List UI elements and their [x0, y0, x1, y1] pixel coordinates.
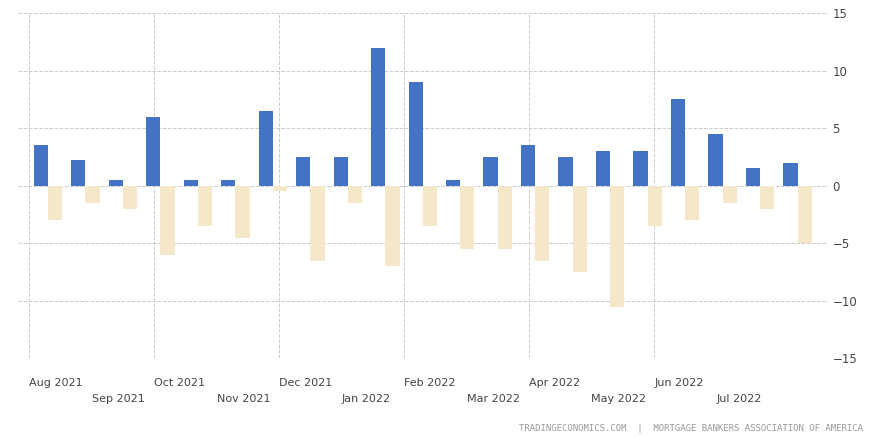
Bar	[235, 186, 249, 238]
Bar	[296, 157, 311, 186]
Bar	[797, 186, 812, 243]
Bar	[146, 117, 160, 186]
Bar	[746, 169, 760, 186]
Bar	[160, 186, 174, 255]
Bar	[85, 186, 100, 203]
Bar	[71, 160, 85, 186]
Bar	[671, 100, 685, 186]
Bar	[258, 111, 272, 186]
Bar	[334, 157, 348, 186]
Bar	[123, 186, 137, 209]
Bar	[498, 186, 512, 249]
Bar	[183, 180, 198, 186]
Text: Dec 2021: Dec 2021	[279, 378, 332, 388]
Text: Aug 2021: Aug 2021	[29, 378, 83, 388]
Text: Mar 2022: Mar 2022	[466, 395, 520, 405]
Bar	[371, 48, 385, 186]
Bar	[573, 186, 587, 272]
Bar	[783, 163, 797, 186]
Bar	[648, 186, 662, 226]
Bar	[596, 151, 611, 186]
Bar	[521, 146, 535, 186]
Bar	[708, 134, 723, 186]
Bar	[723, 186, 737, 203]
Bar	[385, 186, 400, 266]
Bar	[760, 186, 774, 209]
Bar	[109, 180, 123, 186]
Bar	[198, 186, 212, 226]
Bar	[611, 186, 625, 307]
Text: Sep 2021: Sep 2021	[92, 395, 144, 405]
Text: Apr 2022: Apr 2022	[529, 378, 580, 388]
Bar	[409, 82, 423, 186]
Bar	[272, 186, 287, 191]
Text: Feb 2022: Feb 2022	[404, 378, 456, 388]
Bar	[348, 186, 362, 203]
Text: Nov 2021: Nov 2021	[216, 395, 270, 405]
Text: Jan 2022: Jan 2022	[342, 395, 391, 405]
Bar	[34, 146, 48, 186]
Bar	[559, 157, 573, 186]
Bar	[221, 180, 235, 186]
Text: Jul 2022: Jul 2022	[716, 395, 762, 405]
Bar	[423, 186, 437, 226]
Bar	[460, 186, 474, 249]
Bar	[48, 186, 62, 220]
Bar	[483, 157, 498, 186]
Text: TRADINGECONOMICS.COM  |  MORTGAGE BANKERS ASSOCIATION OF AMERICA: TRADINGECONOMICS.COM | MORTGAGE BANKERS …	[519, 423, 863, 433]
Bar	[311, 186, 325, 260]
Text: Jun 2022: Jun 2022	[654, 378, 703, 388]
Bar	[535, 186, 549, 260]
Bar	[634, 151, 648, 186]
Bar	[446, 180, 460, 186]
Text: May 2022: May 2022	[592, 395, 646, 405]
Text: Oct 2021: Oct 2021	[154, 378, 205, 388]
Bar	[685, 186, 700, 220]
